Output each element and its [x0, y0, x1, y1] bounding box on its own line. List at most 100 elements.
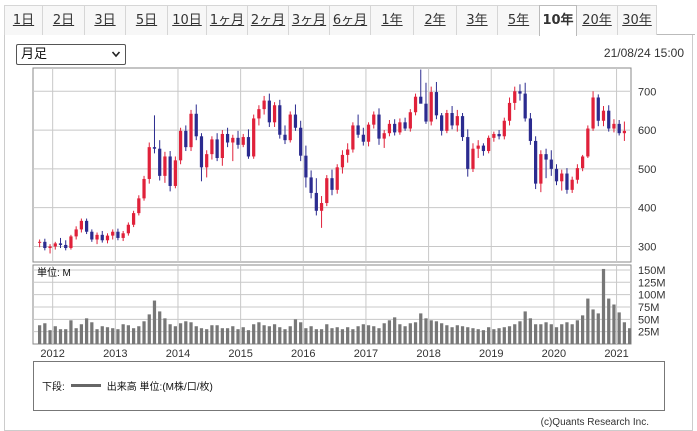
volume-bar	[502, 327, 506, 344]
candle-body	[575, 168, 580, 180]
candle-body	[309, 177, 313, 193]
tab-label: 2ヶ月	[250, 13, 286, 28]
candle-body	[481, 145, 486, 152]
volume-bar	[189, 322, 193, 344]
tab-9[interactable]: 1年	[370, 5, 414, 35]
volume-bar	[534, 324, 538, 344]
volume-bar	[607, 298, 611, 344]
tab-label: 5年	[507, 13, 530, 28]
tab-label: 2日	[52, 13, 75, 28]
volume-bar	[497, 328, 501, 344]
tab-12[interactable]: 5年	[497, 5, 540, 35]
candle-body	[429, 92, 433, 122]
candle-body	[591, 97, 595, 129]
volume-bar	[455, 325, 459, 344]
tab-2[interactable]: 3日	[84, 5, 126, 35]
candle-body	[90, 231, 94, 240]
volume-bar	[492, 329, 496, 344]
candle-body	[330, 178, 334, 190]
volume-bar	[48, 330, 52, 344]
year-tick-label: 2012	[40, 348, 64, 360]
legend-box: 下段: 出来高 単位:(M株/口/枚)	[33, 361, 665, 411]
price-tick-label: 300	[638, 241, 656, 253]
tab-3[interactable]: 5日	[125, 5, 168, 35]
volume-tick-label: 100M	[638, 290, 666, 302]
volume-bar	[403, 326, 407, 344]
tab-4[interactable]: 10日	[167, 5, 207, 35]
candle-period-select[interactable]: 月足	[16, 44, 126, 65]
candle-body	[267, 100, 271, 123]
volume-bar	[168, 324, 172, 344]
volume-bar	[152, 300, 157, 344]
tab-11[interactable]: 3年	[456, 5, 498, 35]
candle-body	[335, 167, 339, 190]
volume-bar	[476, 329, 480, 344]
price-tick-label: 600	[638, 125, 656, 137]
candle-body	[272, 105, 277, 123]
candle-body	[507, 102, 512, 121]
volume-bar	[37, 325, 42, 344]
volume-bar	[554, 327, 559, 344]
volume-bar	[429, 320, 433, 344]
volume-bar	[340, 329, 345, 344]
volume-bar	[539, 324, 543, 344]
candle-body	[246, 137, 251, 157]
tab-5[interactable]: 1ヶ月	[206, 5, 248, 35]
candle-body	[137, 198, 141, 214]
tab-0[interactable]: 1日	[4, 5, 43, 35]
volume-bar	[299, 322, 303, 344]
candle-body	[434, 92, 439, 116]
volume-tick-label: 150M	[638, 265, 666, 277]
volume-bar	[252, 324, 256, 344]
tab-7[interactable]: 3ヶ月	[288, 5, 330, 35]
tab-label: 10日	[172, 13, 202, 28]
volume-bar	[53, 326, 57, 344]
candle-body	[283, 134, 287, 141]
tab-13[interactable]: 10年	[539, 5, 577, 36]
volume-bar	[581, 315, 585, 344]
volume-bar	[194, 326, 198, 344]
volume-bar	[74, 328, 78, 344]
candle-body	[408, 112, 412, 129]
tab-8[interactable]: 6ヶ月	[329, 5, 371, 35]
tab-label: 3年	[466, 13, 488, 28]
candle-body	[325, 178, 329, 204]
candle-body	[581, 156, 585, 169]
price-plot-frame	[32, 67, 632, 263]
volume-bar	[163, 318, 167, 344]
volume-bar	[413, 322, 418, 344]
candle-body	[252, 118, 256, 157]
candle-body	[293, 114, 298, 128]
volume-bar	[335, 327, 339, 344]
volume-bar	[549, 324, 553, 344]
candle-body	[617, 123, 621, 134]
candle-body	[225, 133, 230, 143]
tab-1[interactable]: 2日	[42, 5, 85, 35]
candle-body	[502, 120, 506, 137]
volume-bar	[419, 313, 423, 344]
volume-bar	[210, 325, 214, 344]
volume-bar	[241, 327, 245, 344]
volume-bar	[487, 327, 491, 344]
candle-body	[314, 192, 318, 211]
volume-bar	[147, 314, 151, 344]
candle-body	[58, 243, 63, 245]
volume-bar	[225, 328, 230, 344]
volume-bar	[137, 326, 141, 344]
volume-bar	[518, 321, 522, 344]
volume-bar	[351, 329, 355, 344]
volume-bar	[205, 329, 209, 344]
volume-bar	[481, 330, 486, 344]
candle-body	[288, 114, 292, 141]
volume-bar	[523, 311, 527, 344]
candle-body	[105, 235, 110, 241]
volume-bar	[356, 326, 360, 344]
year-tick-label: 2020	[542, 348, 566, 360]
volume-bar	[267, 326, 271, 344]
tab-15[interactable]: 30年	[617, 5, 657, 35]
tab-10[interactable]: 2年	[413, 5, 457, 35]
volume-bar	[450, 327, 454, 344]
volume-bar	[377, 328, 381, 344]
candle-body	[278, 105, 282, 135]
candle-body	[523, 93, 527, 119]
